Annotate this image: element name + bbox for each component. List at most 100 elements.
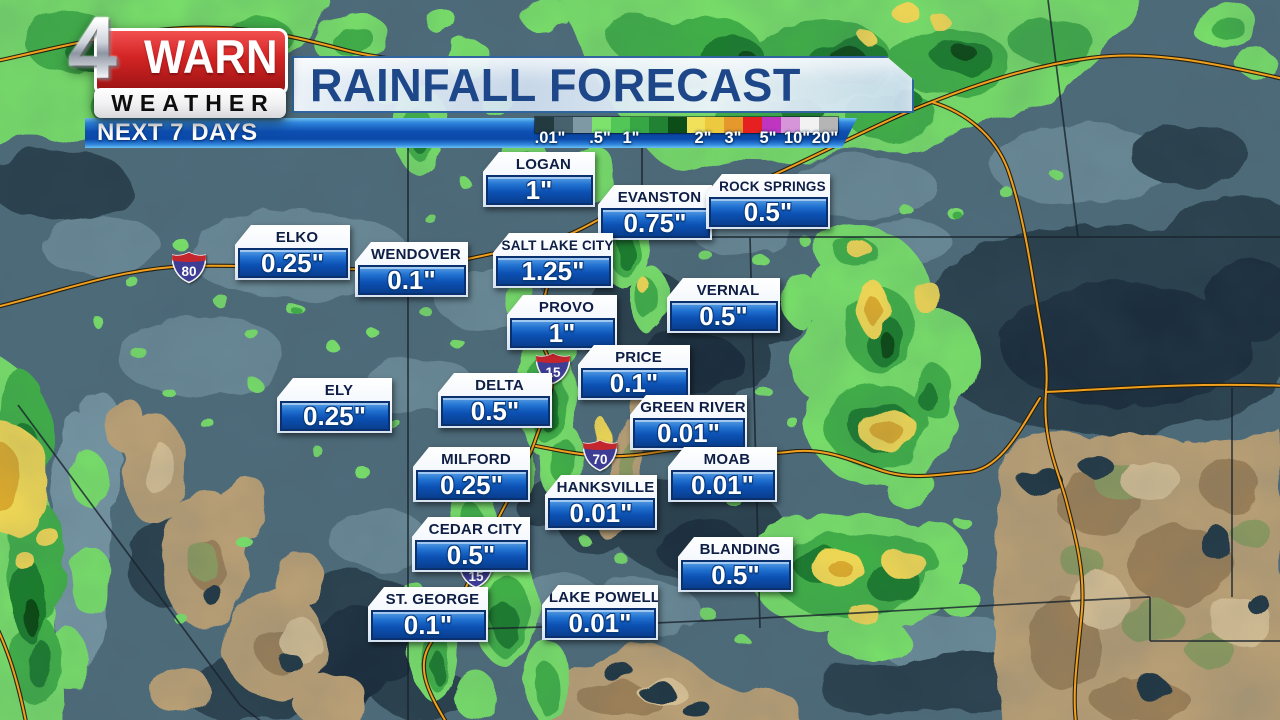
legend-swatch	[800, 117, 820, 133]
city-label-box: WENDOVER 0.1"	[355, 242, 468, 297]
legend-swatch	[686, 117, 706, 133]
station-logo: 4 WARN WEATHER	[68, 4, 294, 120]
city-label-milford: MILFORD 0.25"	[413, 447, 530, 502]
city-name: ELKO	[275, 229, 319, 246]
logo-number: 4	[68, 0, 117, 97]
city-rainfall-value: 0.25"	[415, 469, 528, 500]
city-name: MOAB	[703, 451, 751, 468]
svg-text:70: 70	[592, 452, 607, 467]
city-label-box: LAKE POWELL 0.01"	[542, 585, 658, 640]
city-name: SALT LAKE CITY	[501, 238, 614, 253]
city-label-salt-lake-city: SALT LAKE CITY 1.25"	[493, 233, 613, 288]
city-name: CEDAR CITY	[428, 521, 523, 538]
logo-weather-bar: WEATHER	[94, 88, 286, 118]
legend-swatch	[591, 117, 611, 133]
svg-text:15: 15	[468, 569, 484, 584]
city-name: ST. GEORGE	[385, 591, 480, 608]
city-rainfall-value: 0.5"	[669, 300, 778, 331]
city-label-hanksville: HANKSVILLE 0.01"	[545, 475, 657, 530]
city-label-box: LOGAN 1"	[483, 152, 595, 207]
city-rainfall-value: 0.25"	[279, 400, 390, 431]
rainfall-legend-colorbar	[534, 116, 839, 134]
city-rainfall-value: 1.25"	[495, 255, 611, 286]
city-label-provo: PROVO 1"	[507, 295, 617, 350]
interstate-15-shield-icon: 15	[535, 352, 571, 390]
city-label-box: ELY 0.25"	[277, 378, 392, 433]
page-title: RAINFALL FORECAST	[310, 59, 801, 111]
city-label-st-george: ST. GEORGE 0.1"	[368, 587, 488, 642]
city-rainfall-value: 0.01"	[547, 497, 655, 528]
city-label-box: PRICE 0.1"	[578, 345, 690, 400]
city-name: MILFORD	[441, 451, 511, 468]
city-name: VERNAL	[696, 282, 760, 299]
city-rainfall-value: 1"	[509, 317, 615, 348]
city-name: ROCK SPRINGS	[719, 179, 826, 194]
legend-swatch	[553, 117, 573, 133]
city-name: GREEN RIVER	[640, 399, 746, 416]
city-rainfall-value: 0.01"	[632, 417, 745, 448]
legend-swatch	[610, 117, 630, 133]
city-name: LAKE POWELL	[548, 589, 661, 606]
city-label-box: BLANDING 0.5"	[678, 537, 793, 592]
city-rainfall-value: 0.5"	[414, 539, 528, 570]
interstate-80-shield-icon: 80	[171, 251, 207, 289]
city-rainfall-value: 0.01"	[544, 607, 656, 638]
city-rainfall-value: 0.1"	[357, 264, 466, 295]
legend-swatch	[762, 117, 782, 133]
city-name: LOGAN	[515, 156, 572, 173]
city-name: BLANDING	[699, 541, 781, 558]
city-rainfall-value: 0.25"	[237, 247, 348, 278]
city-label-rock-springs: ROCK SPRINGS 0.5"	[706, 174, 830, 229]
subtitle: NEXT 7 DAYS	[97, 119, 258, 146]
city-name: EVANSTON	[617, 189, 702, 206]
city-label-box: ST. GEORGE 0.1"	[368, 587, 488, 642]
legend-swatch	[705, 117, 725, 133]
legend-swatch	[724, 117, 744, 133]
city-label-box: MILFORD 0.25"	[413, 447, 530, 502]
city-label-box: SALT LAKE CITY 1.25"	[493, 233, 613, 288]
city-name: PROVO	[538, 299, 595, 316]
legend-swatch	[743, 117, 763, 133]
city-label-vernal: VERNAL 0.5"	[667, 278, 780, 333]
city-label-blanding: BLANDING 0.5"	[678, 537, 793, 592]
city-label-wendover: WENDOVER 0.1"	[355, 242, 468, 297]
city-name: WENDOVER	[371, 246, 461, 263]
city-label-elko: ELKO 0.25"	[235, 225, 350, 280]
legend-swatch	[781, 117, 801, 133]
legend-swatch	[819, 117, 838, 133]
legend-swatch	[629, 117, 649, 133]
city-rainfall-value: 1"	[485, 174, 593, 205]
city-rainfall-value: 0.5"	[708, 196, 828, 227]
city-rainfall-value: 0.5"	[440, 395, 550, 426]
city-label-box: MOAB 0.01"	[668, 447, 777, 502]
city-name: PRICE	[615, 349, 662, 366]
city-label-box: DELTA 0.5"	[438, 373, 552, 428]
city-name: HANKSVILLE	[556, 479, 655, 496]
city-label-moab: MOAB 0.01"	[668, 447, 777, 502]
city-label-delta: DELTA 0.5"	[438, 373, 552, 428]
city-label-box: EVANSTON 0.75"	[598, 185, 712, 240]
city-label-box: GREEN RIVER 0.01"	[630, 395, 747, 450]
city-rainfall-value: 0.1"	[370, 609, 486, 640]
title-banner: RAINFALL FORECAST	[292, 56, 914, 113]
legend-swatch	[572, 117, 592, 133]
city-label-logan: LOGAN 1"	[483, 152, 595, 207]
city-label-box: CEDAR CITY 0.5"	[412, 517, 530, 572]
city-label-cedar-city: CEDAR CITY 0.5"	[412, 517, 530, 572]
city-label-box: HANKSVILLE 0.01"	[545, 475, 657, 530]
city-label-box: ROCK SPRINGS 0.5"	[706, 174, 830, 229]
interstate-70-shield-icon: 70	[582, 439, 618, 477]
city-rainfall-value: 0.75"	[600, 207, 710, 238]
city-rainfall-value: 0.5"	[680, 559, 791, 590]
city-label-box: ELKO 0.25"	[235, 225, 350, 280]
city-label-price: PRICE 0.1"	[578, 345, 690, 400]
city-label-lake-powell: LAKE POWELL 0.01"	[542, 585, 658, 640]
city-label-evanston: EVANSTON 0.75"	[598, 185, 712, 240]
legend-swatch	[648, 117, 668, 133]
city-name: DELTA	[475, 377, 524, 394]
city-label-box: VERNAL 0.5"	[667, 278, 780, 333]
city-name: ELY	[324, 382, 354, 399]
city-rainfall-value: 0.1"	[580, 367, 688, 398]
city-label-ely: ELY 0.25"	[277, 378, 392, 433]
